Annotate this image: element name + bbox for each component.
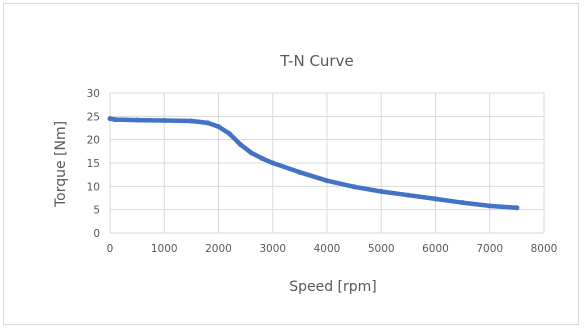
data-point — [205, 120, 211, 126]
x-tick-label: 2000 — [205, 243, 232, 255]
y-tick-label: 20 — [87, 135, 100, 147]
data-point — [378, 188, 384, 194]
data-point — [460, 200, 466, 206]
series-layer — [107, 116, 520, 211]
y-tick-label: 10 — [87, 181, 100, 193]
data-point — [188, 118, 194, 124]
x-tick-label: 3000 — [259, 243, 286, 255]
y-tick-label: 0 — [93, 228, 100, 240]
t-n-curve-chart: 0 5 10 15 20 25 30 0 1000 2000 3000 4000 5000 6000 700… — [53, 52, 558, 295]
y-tick-label: 15 — [87, 158, 100, 170]
data-point — [248, 150, 254, 156]
y-tick-label: 30 — [87, 88, 100, 100]
chart-title: T-N Curve — [279, 52, 353, 70]
data-point — [216, 124, 221, 130]
data-point — [107, 116, 113, 122]
x-axis-title: Speed [rpm] — [289, 279, 377, 295]
x-tick-label: 1000 — [151, 243, 178, 255]
data-point — [487, 203, 493, 209]
gridlines — [109, 92, 545, 234]
data-point — [259, 155, 265, 161]
data-point — [297, 169, 303, 175]
data-point — [226, 131, 232, 137]
x-tick-label: 4000 — [314, 243, 341, 255]
data-point — [324, 178, 330, 184]
x-tick-label: 8000 — [531, 243, 558, 255]
data-point — [433, 196, 438, 202]
y-tick-label: 5 — [93, 205, 100, 217]
data-point — [112, 117, 118, 123]
chart-area: 0 5 10 15 20 25 30 0 1000 2000 3000 4000 5000 6000 700… — [3, 3, 579, 325]
x-tick-label: 0 — [107, 243, 114, 255]
data-point — [514, 205, 520, 211]
data-point — [134, 117, 140, 123]
axis-labels: 0 5 10 15 20 25 30 0 1000 2000 3000 4000 5000 6000 700… — [87, 88, 558, 255]
data-point — [405, 192, 411, 198]
x-tick-label: 7000 — [476, 243, 503, 255]
data-point — [161, 118, 167, 124]
y-axis-title: Torque [Nm] — [53, 121, 69, 208]
data-point — [270, 160, 276, 166]
data-point — [237, 141, 243, 147]
x-tick-label: 6000 — [422, 243, 449, 255]
y-tick-label: 25 — [87, 111, 100, 123]
data-point — [351, 184, 357, 190]
x-tick-label: 5000 — [368, 243, 395, 255]
